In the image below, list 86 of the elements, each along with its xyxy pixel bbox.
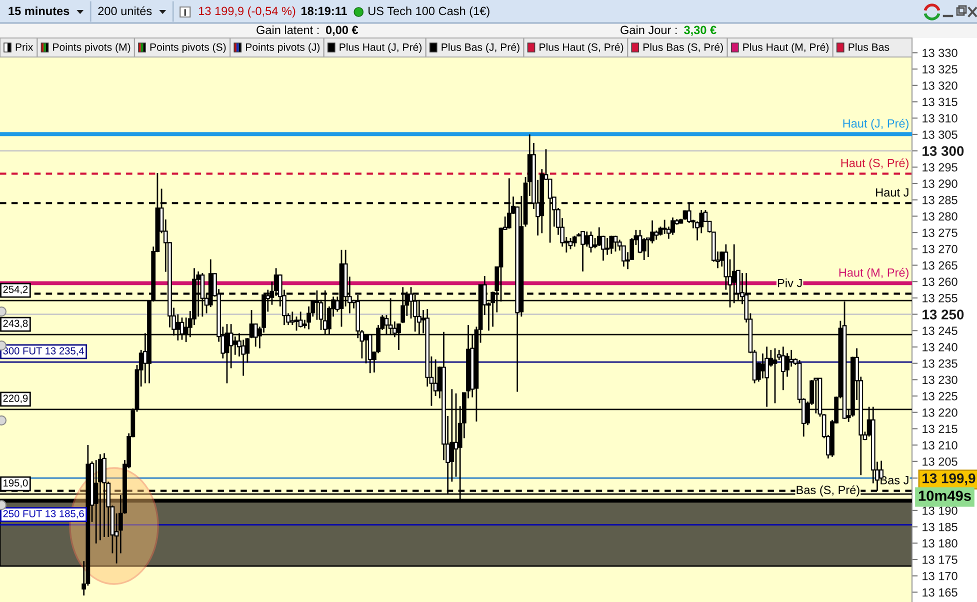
y-tick-label: 13 235 [922, 359, 958, 368]
annotation: Points pivots (J) [246, 43, 320, 53]
text: Gain Jour : [620, 26, 677, 34]
text: 18:19:11 [301, 6, 348, 16]
candlestick [642, 237, 646, 261]
y-tick-label: 13 310 [922, 114, 958, 122]
ref-line-label: Haut J [876, 188, 908, 197]
y-tick-label: 13 315 [922, 98, 958, 106]
candlestick [785, 352, 790, 378]
y-tick-label: 13 295 [922, 163, 958, 172]
candlestick [654, 230, 659, 240]
y-tick-label: 13 190 [922, 506, 958, 515]
y-tick-label: 13 330 [922, 48, 958, 58]
annotation: Plus Bas (S, Pré) [643, 43, 723, 53]
annotation: Points pivots (M) [53, 43, 130, 53]
annotation: Plus Bas [848, 43, 890, 51]
candlestick [294, 316, 299, 332]
y-tick-label: 13 250 [922, 310, 964, 320]
y-tick-label: 13 260 [922, 278, 958, 286]
candlestick [568, 237, 573, 250]
y-tick-label: 13 270 [922, 244, 958, 254]
y-tick-label: 13 199,9 [922, 473, 976, 486]
candlestick [609, 235, 614, 254]
annotation: 220,9 [3, 394, 28, 404]
y-tick-label: 13 265 [922, 261, 958, 270]
ref-line-label: Haut (S, Pré) [841, 158, 908, 170]
y-tick-label: 13 290 [922, 180, 958, 188]
y-tick-label: 13 275 [922, 228, 958, 237]
annotation: 250 FUT 13 185,6 [3, 510, 84, 518]
y-tick-label: 13 255 [922, 294, 958, 302]
y-tick-label: 13 170 [922, 572, 958, 580]
candlestick [584, 230, 590, 248]
annotation: 195,0 [4, 479, 28, 488]
annotation: Plus Bas (J, Pré) [442, 43, 520, 53]
y-tick-label: 13 165 [922, 588, 958, 597]
y-tick-label: 13 180 [922, 539, 958, 548]
y-tick-label: 13 175 [922, 556, 958, 564]
candlestick [588, 230, 594, 254]
y-tick-label: 13 185 [922, 522, 958, 532]
candlestick [789, 349, 794, 368]
ref-line-label: Piv J [778, 278, 802, 288]
ref-line-label: Haut (M, Pré) [839, 268, 908, 280]
candlestick [580, 230, 585, 272]
text: 15 minutes [8, 6, 70, 16]
candlestick [572, 235, 577, 248]
y-tick-label: 13 305 [922, 130, 958, 139]
text: US Tech 100 Cash (1€) [368, 6, 490, 18]
y-tick-label: 13 220 [922, 408, 958, 417]
candlestick [613, 235, 618, 252]
candlestick [670, 216, 675, 236]
ref-line-label: Haut (J, Pré) [843, 118, 908, 130]
annotation: 254,2 [3, 286, 28, 294]
y-tick-label: 13 225 [922, 392, 958, 400]
y-tick-label: 13 245 [922, 326, 958, 336]
text: 3,30 € [684, 26, 716, 36]
text: 0,00 € [326, 26, 358, 36]
annotation: 243,8 [3, 320, 28, 328]
text: 200 unités [98, 6, 152, 16]
annotation: Plus Haut (M, Pré) [743, 43, 829, 53]
candlestick [662, 219, 667, 235]
y-tick-label: 13 230 [922, 376, 958, 384]
annotation: Prix [16, 43, 34, 51]
annotation: 300 FUT 13 235,4 [3, 347, 84, 356]
candlestick [253, 322, 258, 348]
candlestick [605, 237, 610, 256]
text: 13 199,9 (-0,54 %) [199, 6, 296, 18]
y-tick-label: 13 300 [922, 146, 964, 156]
y-tick-label: 13 205 [922, 457, 958, 466]
annotation: Plus Haut (J, Pré) [340, 43, 422, 53]
candlestick [298, 310, 303, 328]
candlestick [772, 348, 778, 404]
candlestick [780, 346, 786, 391]
y-tick-label: 13 320 [922, 81, 958, 90]
text: Gain latent : [256, 26, 319, 34]
annotation: Plus Haut (S, Pré) [540, 43, 624, 53]
candlestick [760, 352, 765, 380]
y-tick-label: 13 240 [922, 343, 958, 352]
annotation: Points pivots (S) [150, 43, 226, 53]
y-tick-label: 13 210 [922, 441, 958, 450]
y-tick-label: 13 325 [922, 65, 958, 74]
y-tick-label: 13 285 [922, 196, 958, 204]
y-tick-label: 13 215 [922, 424, 958, 434]
candlestick [596, 226, 602, 247]
text: 10m49s [918, 490, 971, 501]
y-tick-label: 13 280 [922, 212, 958, 221]
ref-line-label: Bas (S, Pré) [796, 485, 860, 496]
